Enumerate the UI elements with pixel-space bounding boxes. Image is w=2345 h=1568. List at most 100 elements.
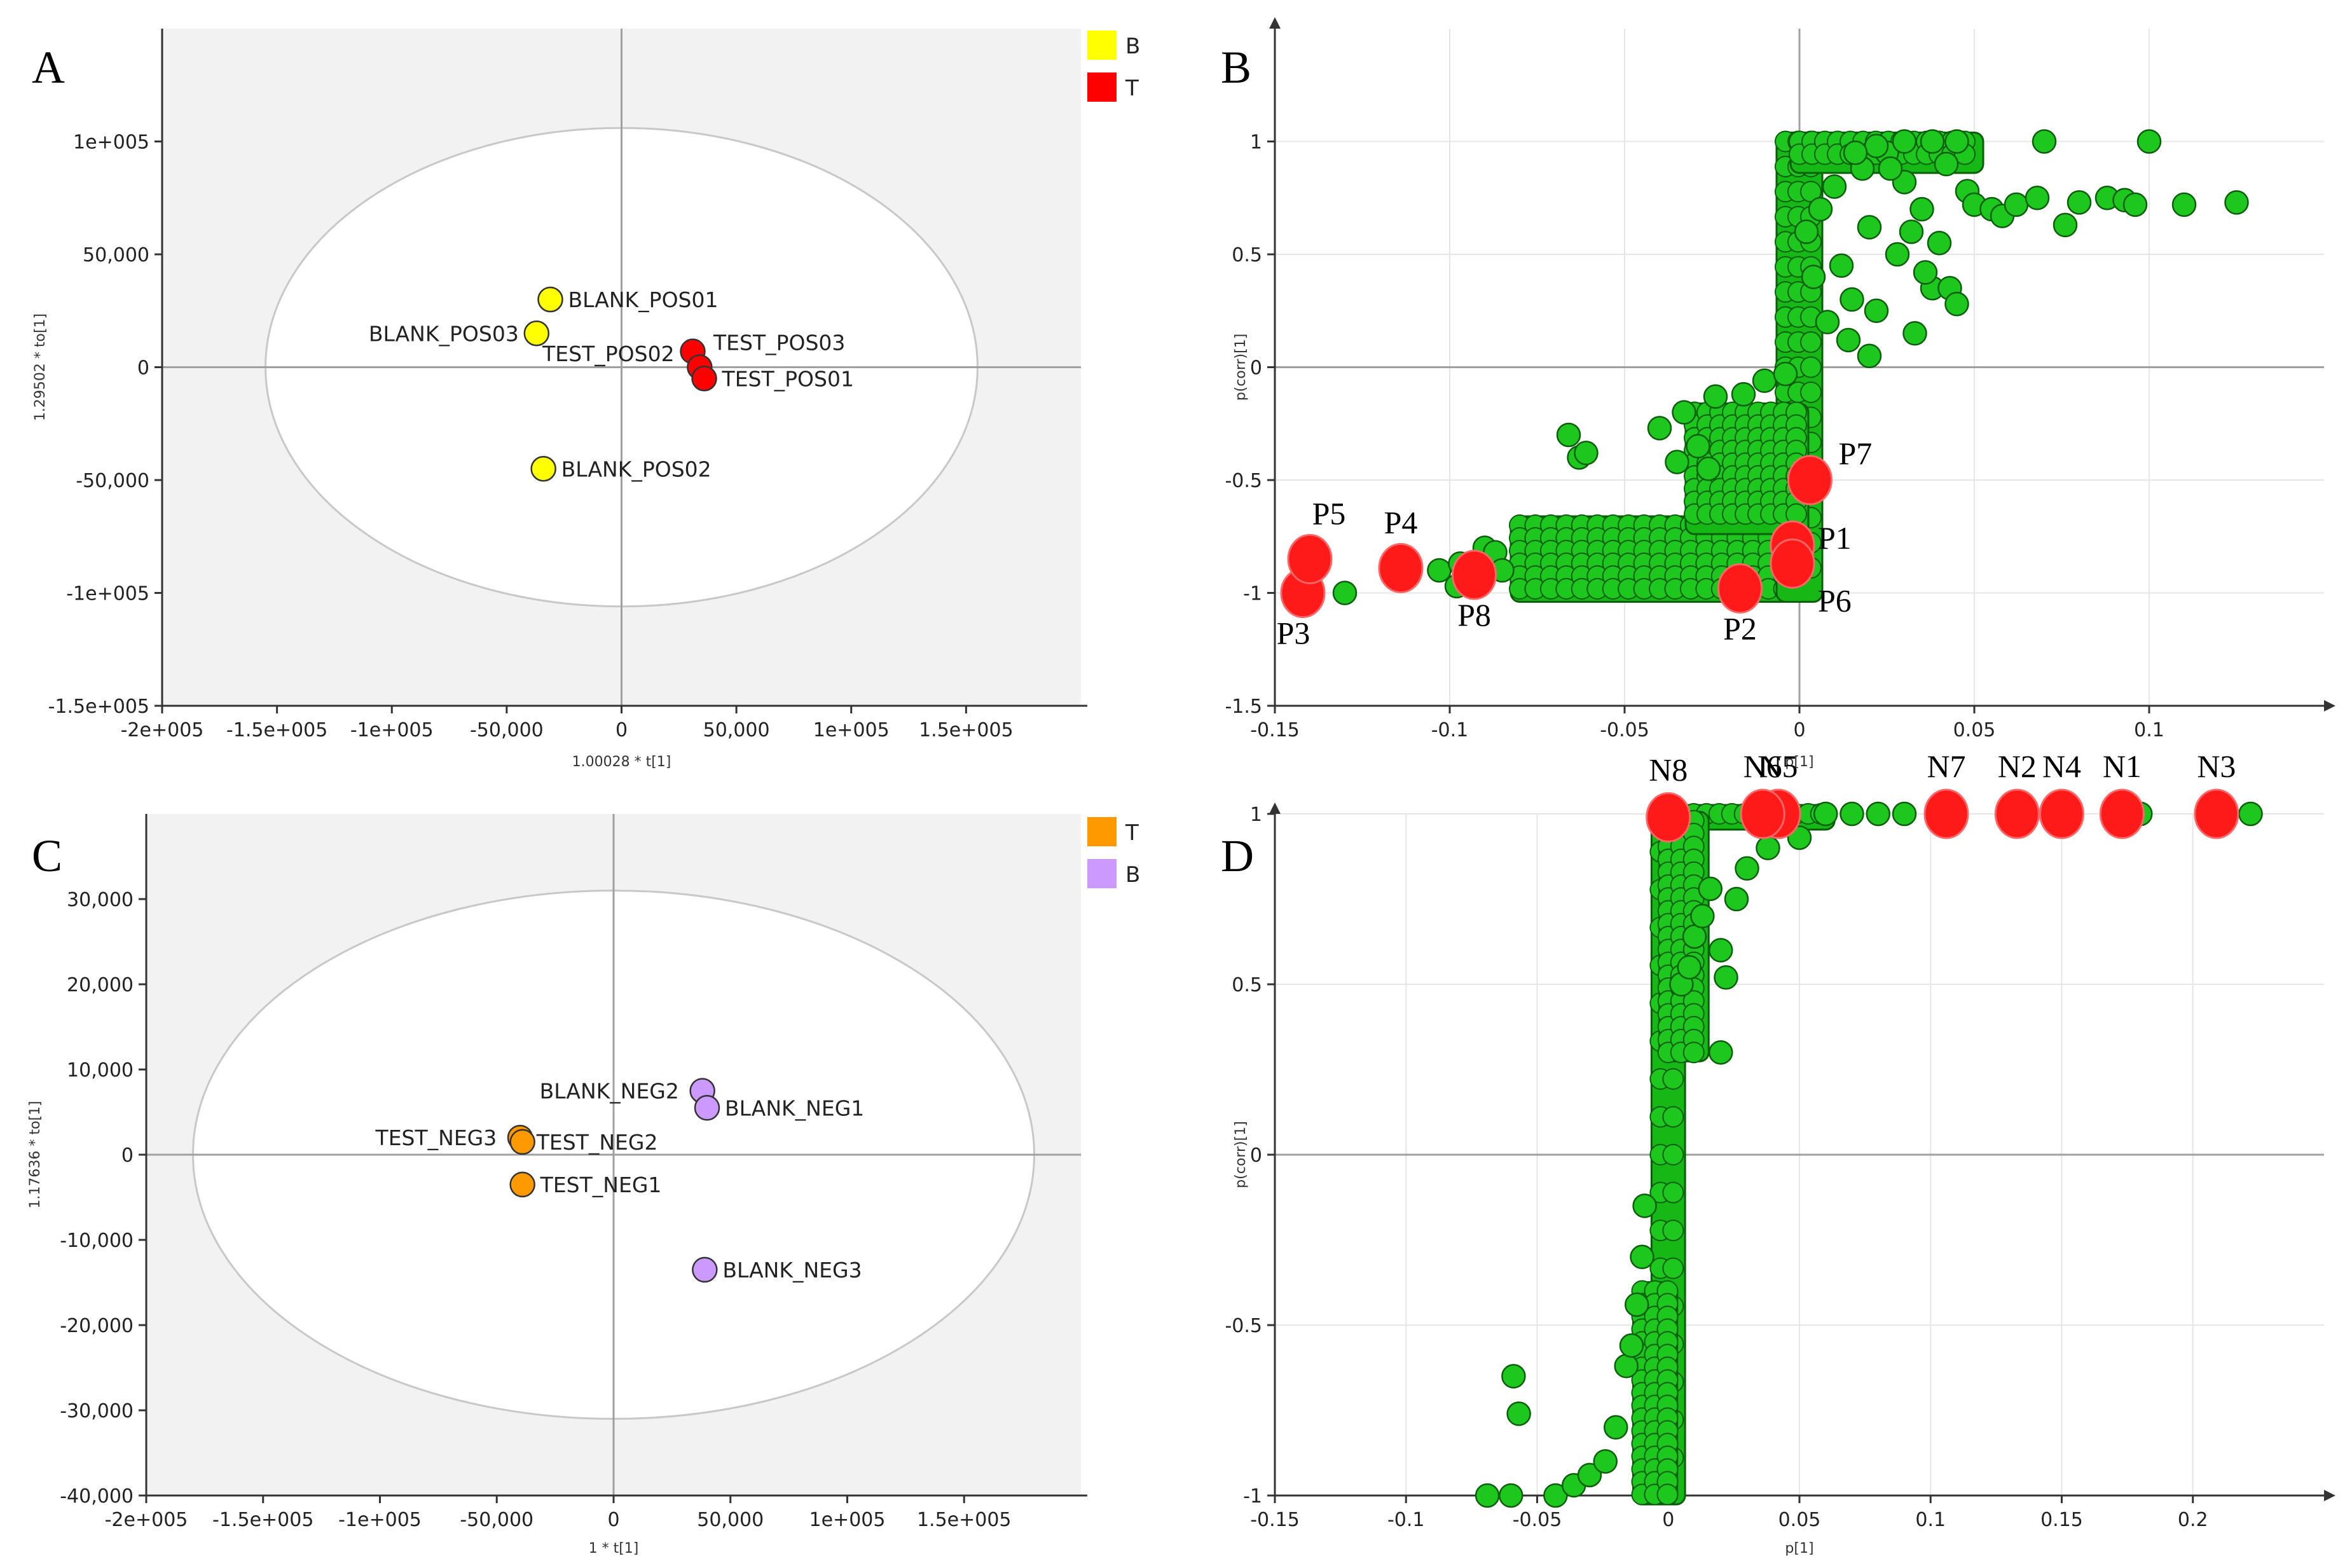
sample-label: TEST_POS02 (542, 341, 674, 366)
y-axis-arrow (1269, 802, 1281, 814)
feature-point (2004, 192, 2029, 217)
feature-point (2032, 129, 2057, 154)
marker-p7 (1787, 455, 1833, 505)
feature-point (1614, 1354, 1639, 1379)
feature-point (1593, 1449, 1618, 1474)
feature-point (1800, 381, 1822, 403)
feature-point (1662, 1144, 1684, 1166)
x-tick-label: 0.05 (1953, 719, 1996, 741)
x-tick-label: 0 (615, 719, 628, 741)
y-axis-arrow (1269, 17, 1281, 29)
x-tick-label: -2e+005 (105, 1509, 188, 1531)
y-tick-label: 0 (1250, 1145, 1262, 1167)
feature-point (1801, 265, 1826, 289)
feature-point (1656, 1483, 1679, 1506)
feature-point (1332, 581, 1358, 605)
feature-point (1696, 457, 1721, 481)
x-tick-label: -0.1 (1431, 719, 1469, 741)
feature-point (1625, 1292, 1649, 1317)
feature-point (1927, 231, 1952, 256)
feature-point (1724, 886, 1749, 912)
x-tick-label: 0.15 (2040, 1509, 2083, 1531)
sample-point (691, 366, 717, 392)
y-tick-label: -0.5 (1225, 1315, 1262, 1337)
marker-label: N6 (1743, 748, 1782, 784)
y-tick-label: -40,000 (60, 1485, 134, 1508)
x-axis-arrow (2324, 1490, 2335, 1501)
feature-point (1672, 400, 1696, 425)
y-tick-label: 1 (1250, 132, 1262, 154)
feature-point (1604, 1415, 1628, 1440)
sample-point (537, 286, 563, 313)
feature-point (1843, 141, 1868, 165)
marker-label: P1 (1818, 520, 1852, 556)
marker-label: N3 (2197, 748, 2236, 784)
x-tick-label: -50,000 (460, 1509, 533, 1531)
feature-point (1662, 1181, 1684, 1204)
feature-point (2171, 192, 2197, 217)
feature-point (1647, 416, 1672, 441)
x-axis-label: p[1] (1785, 754, 1813, 770)
sample-label: BLANK_POS03 (369, 321, 519, 346)
feature-point (1690, 904, 1715, 929)
feature-point (1794, 219, 1819, 244)
feature-point (1709, 938, 1733, 963)
x-tick-label: 0.05 (1778, 1509, 1821, 1531)
y-tick-label: 0.5 (1232, 974, 1262, 996)
y-tick-label: 0 (1250, 357, 1262, 380)
y-tick-label: -50,000 (76, 470, 149, 492)
sample-label: BLANK_NEG2 (540, 1079, 679, 1104)
y-tick-label: 1 (1250, 804, 1262, 826)
feature-point (1866, 801, 1890, 827)
y-axis-label: 1.17636 * to[1] (27, 1101, 43, 1208)
x-tick-label: 0.1 (1915, 1509, 1946, 1531)
x-axis-arrow (2324, 700, 2335, 712)
feature-point (1892, 801, 1917, 827)
feature-point (2238, 801, 2263, 827)
legend-swatch (1087, 817, 1117, 846)
y-tick-label: -30,000 (60, 1400, 134, 1422)
legend-label: T (1125, 76, 1139, 101)
panel-a: -2e+005 -1.5e+005 -1e+005 -50,000 0 50,000 1e+… (32, 29, 1140, 770)
panel-letter: C (32, 830, 62, 881)
legend-label: B (1125, 862, 1140, 888)
feature-point (1822, 174, 1847, 199)
y-tick-label: -1e+005 (66, 583, 149, 605)
feature-point (1909, 196, 1934, 222)
marker-label: N4 (2042, 748, 2081, 784)
x-tick-label: -0.1 (1387, 1509, 1425, 1531)
feature-point (1752, 368, 1777, 394)
feature-point (1885, 242, 1910, 267)
feature-point (1662, 1106, 1684, 1128)
marker-n7 (1923, 788, 1969, 839)
feature-point (1632, 1193, 1657, 1218)
feature-point (1543, 1483, 1568, 1508)
marker-label: P8 (1457, 597, 1491, 633)
feature-point (1815, 310, 1840, 334)
marker-label: N1 (2103, 748, 2142, 784)
feature-point (1857, 343, 1882, 368)
feature-point (1857, 215, 1882, 240)
feature-point (1731, 382, 1756, 407)
sample-label: BLANK_POS02 (561, 457, 712, 481)
marker-p6 (1770, 538, 1815, 589)
feature-point (1800, 331, 1822, 354)
x-tick-label: -1e+005 (350, 719, 434, 741)
y-tick-label: 20,000 (67, 974, 134, 996)
marker-label: P4 (1384, 504, 1418, 540)
feature-point (1829, 253, 1854, 278)
y-tick-label: 50,000 (83, 244, 149, 266)
x-tick-label: -1e+005 (338, 1509, 422, 1531)
feature-point (2025, 186, 2050, 210)
sample-point (692, 1256, 718, 1283)
marker-label: P5 (1312, 495, 1346, 531)
marker-n2 (1994, 788, 2040, 839)
x-axis-label: 1 * t[1] (589, 1541, 639, 1557)
y-axis-label: p(corr)[1] (1233, 1121, 1249, 1188)
feature-point (1934, 151, 1959, 177)
x-tick-label: 1e+005 (813, 719, 890, 741)
feature-point (1427, 558, 1452, 583)
marker-label: P6 (1818, 582, 1852, 618)
feature-point (1630, 1244, 1654, 1270)
